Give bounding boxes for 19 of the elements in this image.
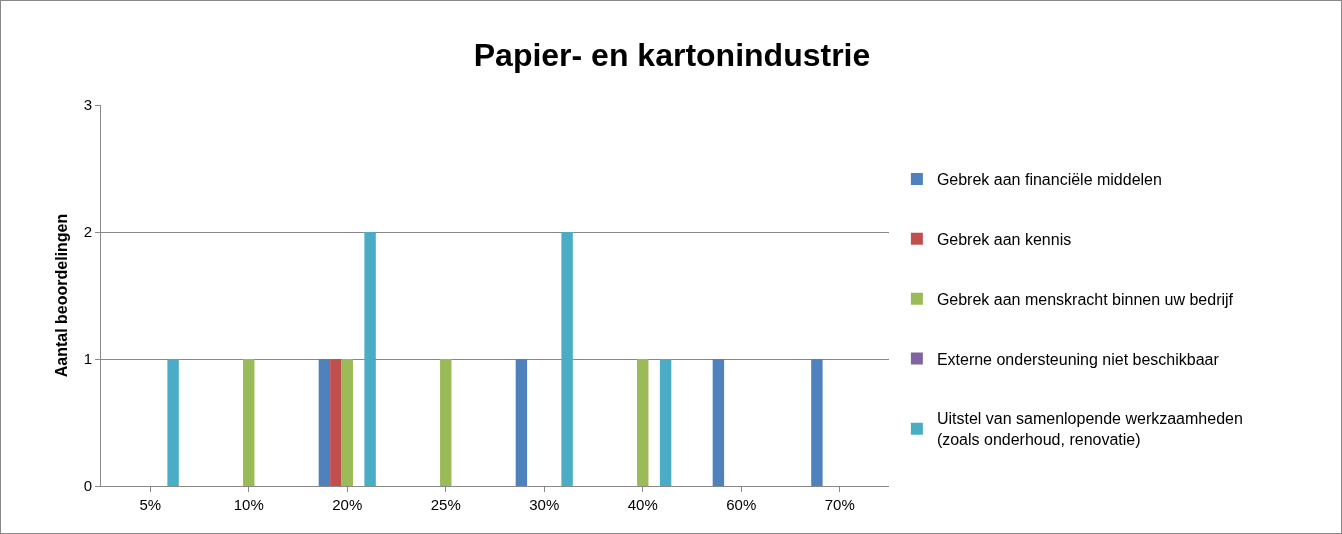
legend-label: Externe ondersteuning niet beschikbaar bbox=[936, 350, 1220, 368]
chart-title: Papier- en kartonindustrie bbox=[473, 36, 871, 73]
legend-label: Gebrek aan kennis bbox=[936, 231, 1072, 249]
x-tick-label: 20% bbox=[332, 496, 363, 513]
y-tick-label: 2 bbox=[83, 223, 92, 241]
x-tick-label: 60% bbox=[726, 496, 757, 513]
x-tick-label: 30% bbox=[529, 496, 560, 513]
x-tick-label: 25% bbox=[430, 496, 461, 513]
x-tick-label: 40% bbox=[627, 496, 658, 513]
legend-label: Uitstel van samenlopende werkzaamheden (zoals onderhoud, renovatie) bbox=[936, 410, 1243, 449]
legend-label: Gebrek aan financiële middelen bbox=[936, 171, 1162, 189]
y-tick-label: 1 bbox=[83, 350, 92, 368]
x-tick-label: 5% bbox=[139, 496, 162, 513]
y-tick-label: 0 bbox=[83, 477, 92, 495]
x-tick-label: 10% bbox=[233, 496, 264, 513]
legend-label: Gebrek aan menskracht binnen uw bedrijf bbox=[936, 290, 1234, 308]
x-tick-label: 70% bbox=[824, 496, 855, 513]
y-tick-label: 3 bbox=[83, 96, 92, 114]
y-axis-title: Aantal beoordelingen bbox=[52, 213, 70, 378]
